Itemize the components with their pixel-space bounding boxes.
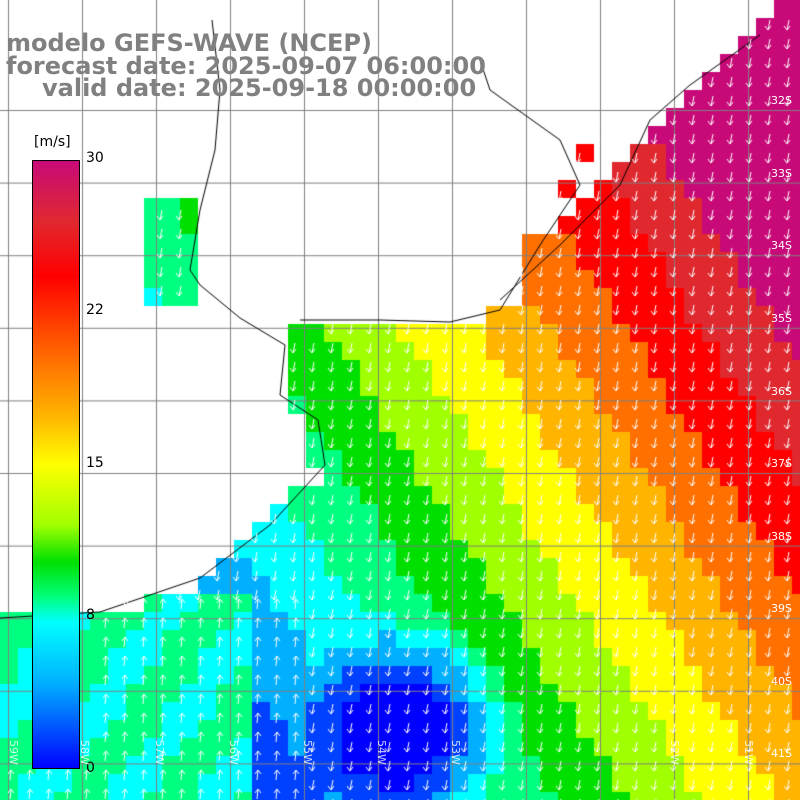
lon-label: 57W [153,740,166,765]
lon-label: 58W [78,740,91,765]
colorbar-tick: 15 [86,455,104,471]
colorbar-unit: [m/s] [34,134,71,150]
lat-label: 35S [771,312,792,325]
model-title: modelo GEFS-WAVE (NCEP) [6,29,372,57]
colorbar-tick: 30 [86,150,104,166]
lat-label: 39S [771,602,792,615]
lon-label: 53W [449,740,462,765]
lon-label: 56W [227,740,240,765]
lat-label: 41S [771,747,792,760]
lat-label: 36S [771,385,792,398]
lat-label: 32S [771,94,792,107]
forecast-date: forecast date: 2025-09-07 06:00:00 [6,52,486,80]
lat-label: 40S [771,675,792,688]
lon-label: 52W [668,740,681,765]
lat-label: 37S [771,457,792,470]
colorbar-tick: 0 [86,760,95,776]
lon-label: 59W [7,740,20,765]
lat-label: 33S [771,167,792,180]
lat-label: 34S [771,239,792,252]
lon-label: 55W [301,740,314,765]
colorbar-tick: 22 [86,302,104,318]
valid-date: valid date: 2025-09-18 00:00:00 [42,74,477,102]
lon-label: 51W [742,740,755,765]
lon-label: 54W [375,740,388,765]
colorbar [32,160,80,769]
lat-label: 38S [771,530,792,543]
colorbar-tick: 8 [86,607,95,623]
